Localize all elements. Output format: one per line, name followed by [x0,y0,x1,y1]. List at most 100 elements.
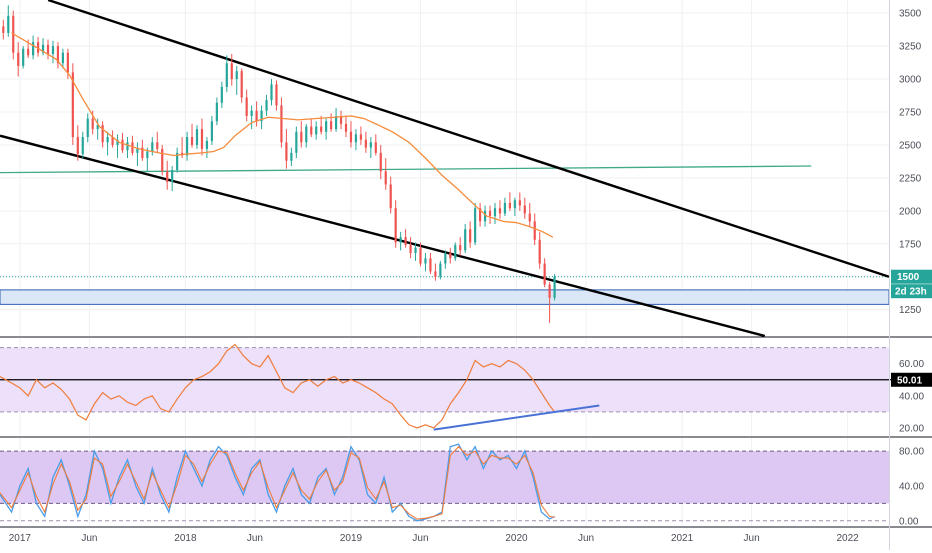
candle-body [478,208,482,222]
candle-body [329,121,333,130]
candle-body [533,221,536,240]
time-tick-label: Jun [412,533,428,544]
countdown-label: 2d 23h [895,287,927,298]
candle-body [389,184,392,209]
current-price-tag [891,269,932,284]
candle-body [106,137,109,143]
price-tick-label: 2500 [899,140,922,151]
candle-body [205,140,209,149]
countdown-tag [891,284,932,299]
stoch-panel: 0.00 40.00 80.00 [0,438,924,527]
candle-body [27,48,30,56]
support-zone-rect[interactable] [0,289,890,305]
candle-body [255,110,258,122]
rsi-current-label: 50.01 [897,375,922,386]
candle-body [17,52,20,66]
candle-body [538,239,541,264]
candle-body [81,137,84,155]
candle-body [156,142,159,149]
candle-body [166,171,169,182]
candle-body [359,134,362,140]
stoch-tick-label: 80.00 [899,447,924,458]
candle-body [285,142,288,161]
candle-body [136,147,139,153]
support-zone[interactable] [0,289,890,305]
time-axis[interactable]: 2017 Jun 2018 Jun 2019 Jun 2020 Jun 2021 Jun 2022 [9,533,859,544]
candle-body [190,137,194,145]
candle-body [101,125,104,143]
rsi-axis[interactable]: 20.00 40.00 60.00 50.01 [891,359,932,434]
candle-body [469,229,472,243]
candle-body [424,258,427,264]
candle-body [384,171,387,185]
candle-body [51,46,55,55]
rsi-tick-label: 40.00 [899,391,924,402]
candle-body [7,15,10,33]
time-tick-label: 2018 [174,533,197,544]
candle-body [86,118,89,138]
candle-body [543,263,546,285]
candle-body [349,131,353,143]
price-tick-label: 3500 [899,9,922,20]
price-panel: 1250 1500 1750 2000 2250 2500 2750 3000 3250 3500… [0,0,932,338]
candle-body [240,71,243,98]
upper-channel-line[interactable] [47,0,890,278]
rsi-grid [0,338,932,436]
candle-body [434,271,437,277]
candle-body [225,63,228,87]
candle-body [61,52,65,64]
candle-body [320,126,323,132]
lower-channel-line[interactable] [0,134,766,338]
price-tick-label: 1750 [899,239,922,250]
candle-body [76,137,79,155]
rsi-trendline[interactable] [433,404,600,431]
candle-body [553,276,556,298]
time-tick-label: 2020 [505,533,528,544]
candle-body [275,84,278,106]
candle-body [200,129,204,149]
candle-body [508,202,511,209]
candle-body [96,125,99,130]
candle-body [280,105,283,143]
stoch-tick-label: 0.00 [899,516,919,527]
candle-body [409,245,412,253]
candle-body [404,237,407,246]
price-tick-label: 3250 [899,42,922,53]
candle-body [71,72,74,138]
candle-body [146,151,149,159]
stoch-lines [0,443,555,522]
candle-body [364,139,367,148]
candle-body [399,237,402,243]
time-tick-label: 2017 [9,533,32,544]
price-tick-label: 1250 [899,305,922,316]
candle-body [126,142,129,151]
candle-body [339,115,343,124]
candle-body [151,142,154,152]
stoch-axis[interactable]: 0.00 40.00 80.00 [899,447,924,528]
candle-body [439,263,442,277]
candle-body [449,252,452,259]
candle-body [91,118,94,130]
stoch-tick-label: 40.00 [899,481,924,492]
price-grid [0,0,889,336]
candle-body [176,152,179,170]
time-tick-label: 2022 [836,533,859,544]
stoch-grid [0,438,889,526]
candle-body [354,134,358,143]
drawing-lines[interactable] [0,0,890,338]
candle-body [270,84,273,101]
candle-body [315,126,318,135]
time-tick-label: Jun [247,533,263,544]
candle-body [295,131,298,153]
candle-body [121,139,124,151]
price-tick-label: 2250 [899,173,922,184]
candle-body [250,110,253,116]
candle-body [523,205,526,214]
candle-body [483,210,487,222]
candle-body [325,121,328,132]
candle-body [290,152,293,161]
candle-body [195,129,199,145]
candle-body [454,245,457,259]
